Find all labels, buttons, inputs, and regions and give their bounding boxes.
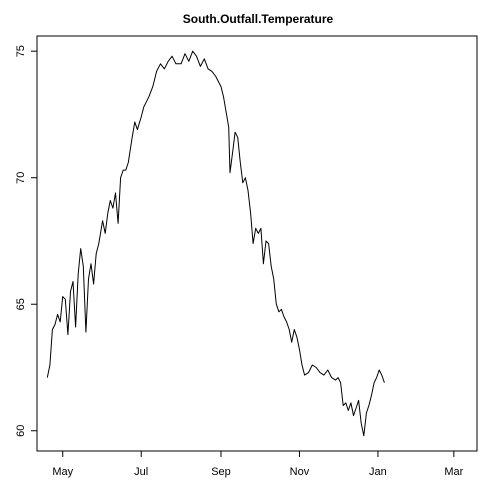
y-tick-label: 70 [15,172,27,184]
chart-title: South.Outfall.Temperature [183,12,334,26]
x-tick-label: Jan [369,466,387,478]
x-tick-label: Sep [211,466,231,478]
y-tick-label: 60 [15,425,27,437]
x-axis: May Jul Sep Nov Jan Mar [52,451,464,478]
y-tick-label: 65 [15,298,27,310]
x-tick-label: Nov [290,466,310,478]
plot-frame [36,35,478,452]
y-axis: 60 65 70 75 [15,45,37,437]
y-tick-label: 75 [15,45,27,57]
series-line [46,50,385,437]
x-tick-label: May [52,466,73,478]
x-tick-label: Jul [134,466,148,478]
x-tick-label: Mar [444,466,463,478]
